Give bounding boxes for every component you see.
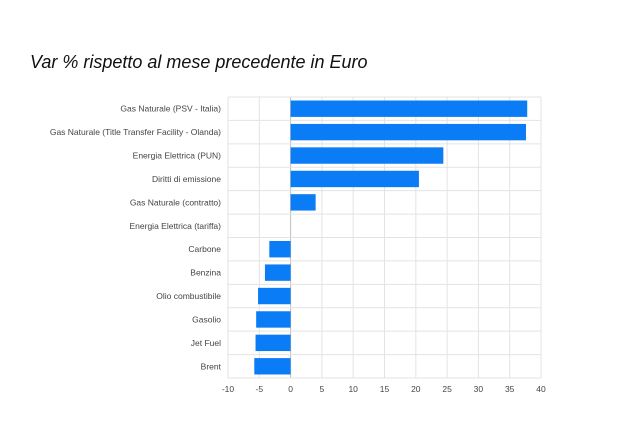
category-label: Olio combustibile <box>156 291 221 301</box>
x-tick-label: 25 <box>442 384 452 394</box>
x-tick-label: -10 <box>222 384 235 394</box>
x-tick-label: 10 <box>348 384 358 394</box>
bar <box>290 194 316 211</box>
category-label: Brent <box>201 361 222 371</box>
x-tick-label: -5 <box>256 384 264 394</box>
bar <box>254 358 291 375</box>
x-tick-layer: -10 -5 0 5 10 15 20 25 30 35 40 <box>222 384 546 394</box>
x-tick-label: 40 <box>536 384 546 394</box>
x-tick-label: 15 <box>380 384 390 394</box>
category-label: Gas Naturale (Title Transfer Facility - … <box>50 127 221 137</box>
category-label: Benzina <box>190 268 221 278</box>
bar <box>264 264 291 281</box>
category-label: Carbone <box>188 244 221 254</box>
bar <box>255 334 291 352</box>
category-label: Diritti di emissione <box>152 174 221 184</box>
bar <box>258 287 291 305</box>
bar <box>290 170 419 188</box>
x-tick-label: 0 <box>288 384 293 394</box>
bar <box>256 311 291 328</box>
chart-title: Var % rispetto al mese precedente in Eur… <box>30 52 368 72</box>
bar <box>269 241 291 258</box>
grid-layer <box>227 96 542 379</box>
x-tick-label: 20 <box>411 384 421 394</box>
x-tick-label: 30 <box>474 384 484 394</box>
category-label-layer: Gas Naturale (PSV - Italia) Gas Naturale … <box>50 104 222 372</box>
category-label: Jet Fuel <box>191 338 221 348</box>
x-tick-label: 5 <box>320 384 325 394</box>
bar-layer <box>254 100 528 375</box>
x-tick-label: 35 <box>505 384 515 394</box>
category-label: Energia Elettrica (tariffa) <box>130 221 222 231</box>
category-label: Gas Naturale (PSV - Italia) <box>120 104 221 114</box>
bar <box>290 123 526 141</box>
category-label: Gasolio <box>192 314 221 324</box>
bar <box>290 100 528 117</box>
category-label: Energia Elettrica (PUN) <box>133 151 222 161</box>
bar <box>290 147 444 164</box>
category-label: Gas Naturale (contratto) <box>130 197 221 207</box>
